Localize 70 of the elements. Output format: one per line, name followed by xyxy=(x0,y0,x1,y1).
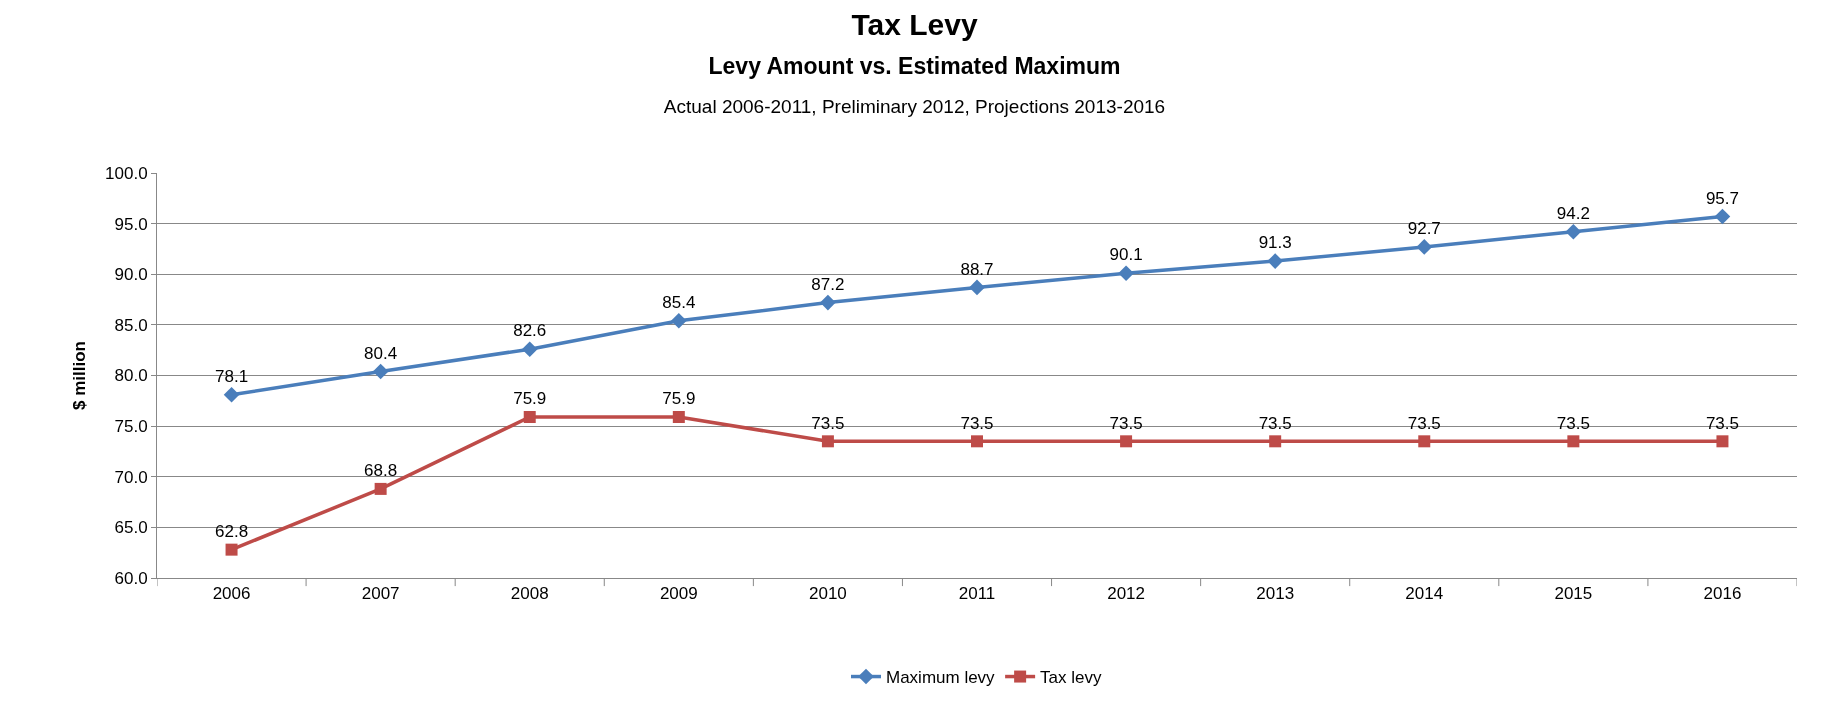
data-label: 90.1 xyxy=(1109,245,1143,265)
point xyxy=(1716,435,1729,448)
data-label: 75.9 xyxy=(662,389,696,409)
y-tick-label: 65.0 xyxy=(114,518,148,538)
data-label: 92.7 xyxy=(1407,219,1441,239)
data-label: 80.4 xyxy=(364,343,398,363)
data-label: 78.1 xyxy=(215,366,249,386)
data-label: 73.5 xyxy=(811,413,845,433)
y-tick-label: 90.0 xyxy=(114,265,148,285)
y-tick-label: 100.0 xyxy=(105,163,148,183)
point xyxy=(1120,435,1133,448)
y-tick-label: 80.0 xyxy=(114,366,148,386)
text: Actual 2006-2011, Preliminary 2012, Projections 2013-2016 xyxy=(663,96,1166,118)
data-label: 73.5 xyxy=(1109,413,1143,433)
x-tick-label: 2011 xyxy=(958,584,996,604)
data-label: 91.3 xyxy=(1258,233,1292,253)
x-tick-label: 2008 xyxy=(510,584,549,604)
point xyxy=(372,363,389,380)
legend-label: Maximum levy xyxy=(886,668,996,688)
data-label: 73.5 xyxy=(960,413,994,433)
x-tick-label: 2013 xyxy=(1256,584,1295,604)
point xyxy=(223,386,240,403)
data-label: 73.5 xyxy=(1407,413,1441,433)
x-tick-label: 2016 xyxy=(1703,584,1742,604)
chart-subtitle: Levy Amount vs. Estimated Maximum xyxy=(708,53,1121,80)
point xyxy=(969,279,985,296)
data-label: 95.7 xyxy=(1705,188,1739,208)
data-label: 73.5 xyxy=(1705,413,1739,433)
x-tick-label: 2010 xyxy=(809,584,847,604)
y-tick-label: 75.0 xyxy=(114,417,148,437)
point xyxy=(1118,265,1134,282)
data-label: 75.9 xyxy=(513,389,547,409)
y-tick-label: 95.0 xyxy=(114,214,148,234)
data-label: 73.5 xyxy=(1556,413,1590,433)
point xyxy=(521,341,538,357)
point xyxy=(1267,253,1283,269)
point xyxy=(1565,223,1582,240)
legend-label: Tax levy xyxy=(1040,668,1103,688)
y-tick-label: 85.0 xyxy=(114,315,148,335)
y-tick-label: 70.0 xyxy=(114,467,148,487)
x-tick-label: 2009 xyxy=(659,584,698,604)
data-label: 85.4 xyxy=(662,293,696,313)
data-label: 62.8 xyxy=(215,521,249,541)
data-label: 73.5 xyxy=(1258,413,1292,433)
point xyxy=(672,411,685,424)
point xyxy=(1567,435,1580,448)
data-label: 88.7 xyxy=(960,259,994,279)
point xyxy=(523,411,536,424)
x-tick-label: 2006 xyxy=(212,584,251,604)
point xyxy=(671,313,687,329)
y-tick-label: 60.0 xyxy=(114,568,148,588)
x-tick-label: 2014 xyxy=(1405,584,1444,604)
point xyxy=(1269,435,1282,448)
point xyxy=(821,435,834,448)
data-label: 82.6 xyxy=(513,321,547,341)
x-tick-label: 2012 xyxy=(1107,584,1145,604)
data-label: 94.2 xyxy=(1556,203,1590,223)
x-tick-label: 2007 xyxy=(361,584,400,604)
point xyxy=(1714,208,1731,225)
point xyxy=(1418,435,1431,448)
chart-title: Tax Levy xyxy=(851,8,978,42)
point xyxy=(820,294,836,311)
point xyxy=(971,435,983,448)
data-label: 68.8 xyxy=(364,461,398,481)
data-label: 87.2 xyxy=(811,274,845,294)
x-tick-label: 2015 xyxy=(1554,584,1593,604)
point xyxy=(374,482,387,495)
y-axis-title: $ million xyxy=(69,341,89,410)
point xyxy=(225,543,238,556)
point xyxy=(1416,239,1433,255)
